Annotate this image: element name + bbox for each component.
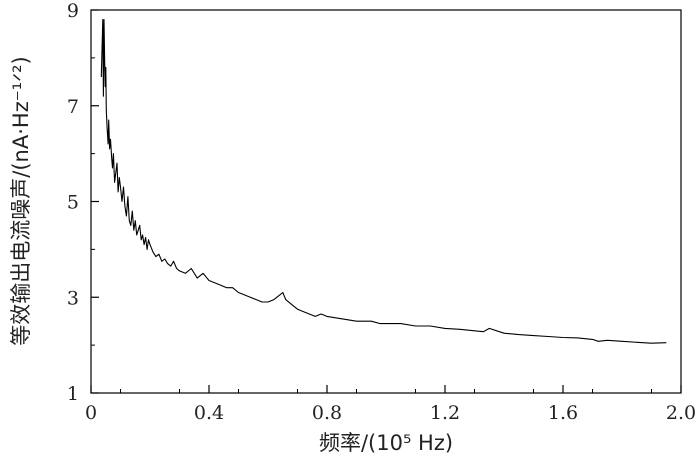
y-axis-title: 等效输出电流噪声/(nA·Hz⁻¹ᐟ²): [9, 56, 33, 345]
y-tick-label: 7: [67, 96, 79, 118]
x-axis-ticks: 0 0.4 0.8 1.2 1.6 2.0: [85, 385, 696, 424]
y-tick-label: 1: [67, 383, 79, 405]
x-tick-label: 0.4: [194, 402, 224, 424]
x-tick-label: 0.8: [312, 402, 342, 424]
y-tick-label: 3: [67, 287, 79, 309]
x-tick-label: 0: [85, 402, 97, 424]
x-tick-label: 1.6: [548, 402, 578, 424]
y-tick-label: 9: [67, 0, 79, 22]
y-axis-ticks: 1 3 5 7 9: [67, 0, 99, 405]
plot-frame: [90, 9, 682, 394]
series-layer: [100, 19, 667, 344]
series-line-0: [100, 19, 667, 344]
y-tick-label: 5: [67, 192, 79, 214]
x-tick-label: 1.2: [430, 402, 460, 424]
x-axis-title: 频率/(10⁵ Hz): [319, 431, 453, 455]
x-tick-label: 2.0: [666, 402, 696, 424]
